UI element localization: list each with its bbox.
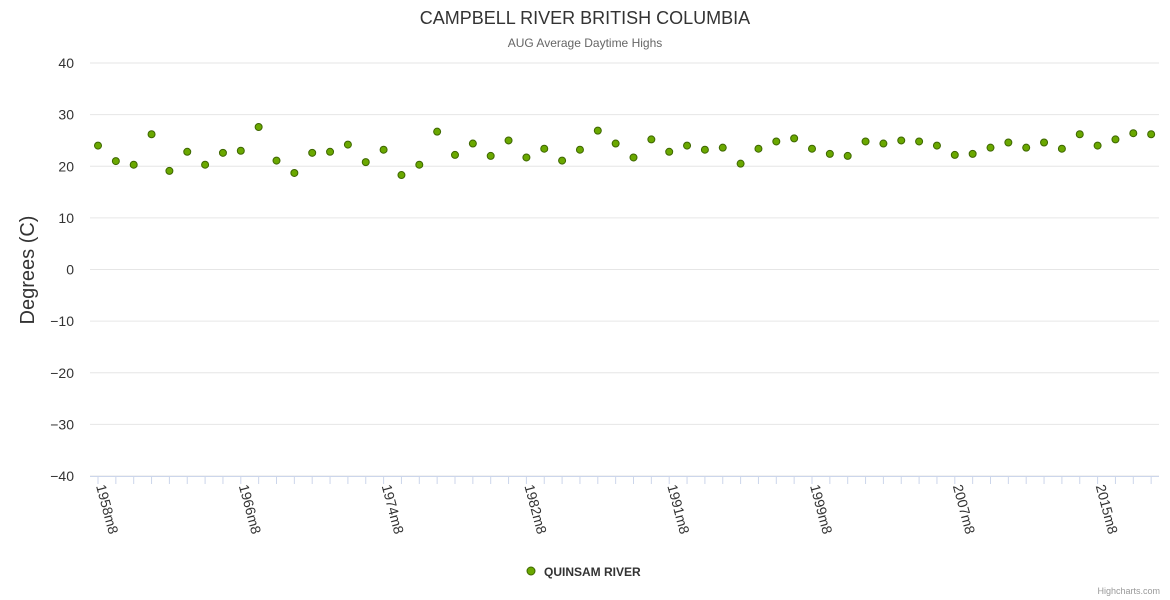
data-point[interactable] — [575, 145, 584, 154]
data-point[interactable] — [183, 147, 192, 156]
data-point[interactable] — [1111, 135, 1120, 144]
data-point[interactable] — [379, 145, 388, 154]
data-point[interactable] — [236, 146, 245, 155]
x-axis-ticks: 1958m8 1966m8 1974m8 1982m8 1991m8 1999m8 2007… — [93, 483, 1121, 536]
data-point[interactable] — [736, 159, 745, 168]
data-point[interactable] — [451, 150, 459, 159]
data-point[interactable] — [772, 137, 781, 146]
data-point[interactable] — [111, 157, 120, 166]
data-point[interactable] — [915, 137, 924, 146]
data-point[interactable] — [861, 137, 870, 146]
data-point[interactable] — [647, 135, 656, 144]
data-point[interactable] — [486, 151, 495, 160]
data-point[interactable] — [397, 171, 406, 180]
data-point[interactable] — [790, 134, 799, 143]
data-point[interactable] — [540, 144, 549, 153]
data-point[interactable] — [825, 149, 834, 158]
legend-marker — [526, 566, 536, 576]
legend-label: QUINSAM RIVER — [544, 565, 641, 579]
data-point[interactable] — [1004, 138, 1013, 147]
data-point[interactable] — [165, 166, 174, 175]
data-point[interactable] — [129, 160, 138, 169]
data-point[interactable] — [504, 136, 513, 145]
data-point[interactable] — [415, 160, 424, 169]
data-point[interactable] — [665, 147, 674, 156]
data-point[interactable] — [897, 136, 906, 145]
data-point[interactable] — [808, 144, 816, 153]
x-tick-label: 1991m8 — [664, 483, 693, 536]
x-tick-label: 1982m8 — [522, 483, 551, 536]
data-point[interactable] — [1075, 130, 1084, 139]
data-point[interactable] — [147, 130, 156, 139]
data-point[interactable] — [254, 123, 263, 132]
data-point[interactable] — [94, 141, 102, 150]
data-point[interactable] — [718, 143, 727, 152]
data-point[interactable] — [468, 139, 477, 148]
y-tick-label: 10 — [58, 210, 74, 226]
data-point[interactable] — [754, 144, 763, 153]
y-axis-label: Degrees (C) — [17, 216, 39, 325]
x-tick-label: 1958m8 — [93, 483, 122, 536]
data-point[interactable] — [1057, 144, 1066, 153]
data-point[interactable] — [290, 168, 299, 177]
y-axis-ticks: 40 30 20 10 0 −10 −20 −30 −40 — [50, 55, 74, 484]
grid-lines — [90, 62, 1159, 477]
x-tick-label: 1999m8 — [807, 483, 836, 536]
data-point[interactable] — [986, 143, 995, 152]
series-quinsam-river[interactable] — [94, 123, 1156, 180]
y-tick-label: −30 — [50, 416, 74, 432]
data-point[interactable] — [326, 147, 335, 156]
data-point[interactable] — [968, 149, 977, 158]
x-tick-label: 2015m8 — [1093, 483, 1122, 536]
data-point[interactable] — [1129, 129, 1138, 138]
data-point[interactable] — [433, 127, 442, 136]
data-point[interactable] — [932, 141, 941, 150]
y-tick-label: 0 — [66, 262, 74, 278]
y-tick-label: −20 — [50, 365, 74, 381]
data-point[interactable] — [218, 148, 227, 157]
y-tick-label: 20 — [58, 158, 74, 174]
data-point[interactable] — [843, 151, 852, 160]
x-tick-label: 2007m8 — [950, 483, 979, 536]
data-point[interactable] — [1022, 143, 1031, 152]
data-point[interactable] — [950, 150, 959, 159]
data-point[interactable] — [343, 140, 352, 149]
data-point[interactable] — [611, 139, 620, 148]
data-point[interactable] — [1093, 141, 1102, 150]
y-tick-label: −10 — [50, 313, 74, 329]
x-axis — [90, 476, 1159, 484]
credits-link[interactable]: Highcharts.com — [1097, 586, 1160, 596]
data-point[interactable] — [1147, 130, 1156, 139]
data-point[interactable] — [879, 139, 888, 148]
data-point[interactable] — [201, 160, 210, 169]
data-point[interactable] — [700, 145, 709, 154]
data-point[interactable] — [683, 141, 692, 150]
data-point[interactable] — [629, 153, 638, 162]
data-point[interactable] — [593, 126, 602, 135]
y-tick-label: −40 — [50, 468, 74, 484]
y-tick-label: 40 — [58, 55, 74, 71]
data-point[interactable] — [308, 148, 317, 157]
data-point[interactable] — [361, 158, 370, 167]
data-point[interactable] — [522, 153, 531, 162]
chart-title: CAMPBELL RIVER BRITISH COLUMBIA — [420, 8, 750, 28]
data-point[interactable] — [558, 156, 567, 165]
data-point[interactable] — [272, 156, 281, 165]
legend-item-quinsam-river[interactable]: QUINSAM RIVER — [526, 565, 641, 579]
y-tick-label: 30 — [58, 107, 74, 123]
chart-subtitle: AUG Average Daytime Highs — [508, 36, 663, 50]
x-tick-label: 1974m8 — [379, 483, 408, 536]
x-tick-label: 1966m8 — [236, 483, 265, 536]
data-point[interactable] — [1040, 138, 1049, 147]
